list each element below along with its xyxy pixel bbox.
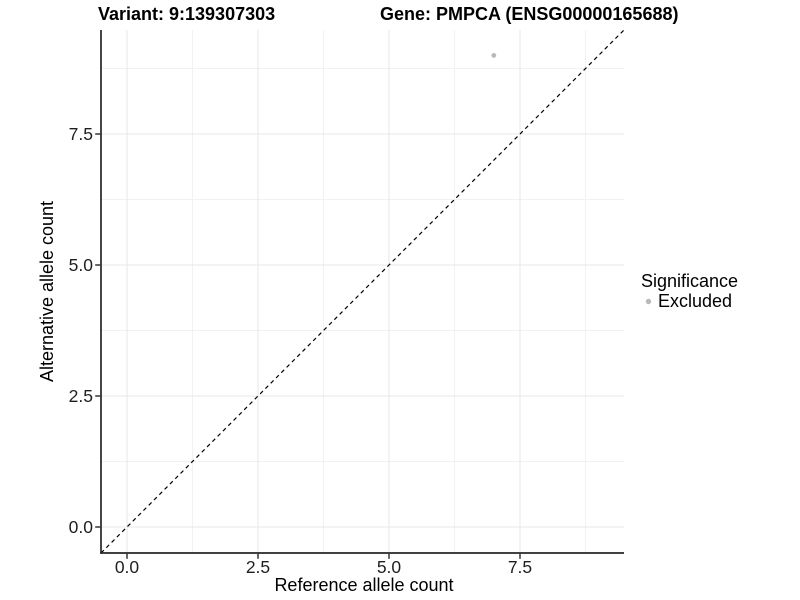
data-points	[491, 53, 497, 58]
x-tick-labels: 0.0 2.5 5.0 7.5	[115, 557, 532, 577]
x-tick-label: 7.5	[508, 557, 532, 577]
identity-reference-line	[100, 29, 625, 554]
y-tick-label: 7.5	[69, 124, 93, 144]
variant-title: Variant: 9:139307303	[98, 4, 275, 24]
legend-title: Significance	[641, 271, 738, 291]
minor-gridlines	[101, 30, 624, 553]
x-tick-label: 0.0	[115, 557, 140, 577]
tick-marks	[95, 133, 521, 559]
legend-item-label: Excluded	[658, 291, 732, 311]
y-tick-labels: 0.0 2.5 5.0 7.5	[69, 124, 94, 537]
y-axis-title: Alternative allele count	[37, 201, 57, 382]
x-tick-label: 2.5	[246, 557, 270, 577]
legend-marker-circle-icon	[645, 298, 652, 305]
y-tick-label: 5.0	[69, 255, 94, 275]
major-gridlines	[101, 30, 624, 553]
y-tick-label: 0.0	[69, 517, 94, 537]
x-axis-title: Reference allele count	[274, 575, 453, 595]
x-tick-label: 5.0	[377, 557, 402, 577]
y-tick-label: 2.5	[69, 386, 93, 406]
legend: Significance Excluded	[641, 271, 738, 311]
gene-title: Gene: PMPCA (ENSG00000165688)	[380, 4, 678, 24]
data-point	[491, 53, 497, 58]
